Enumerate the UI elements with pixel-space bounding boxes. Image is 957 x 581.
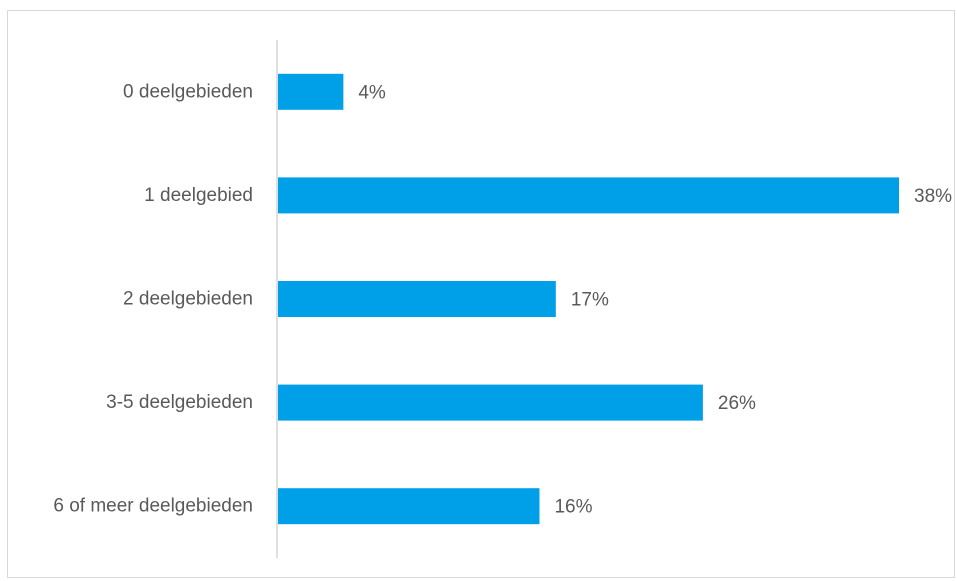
category-label: 1 deelgebied <box>144 185 253 206</box>
category-label: 2 deelgebieden <box>123 289 253 310</box>
data-label: 26% <box>718 393 756 414</box>
category-label: 6 of meer deelgebieden <box>53 496 253 517</box>
bar <box>278 177 899 214</box>
data-label: 16% <box>554 497 592 518</box>
category-labels-group: 0 deelgebieden 1 deelgebied 2 deelgebieden… <box>53 81 253 516</box>
category-label: 0 deelgebieden <box>123 81 253 102</box>
bar <box>278 73 344 110</box>
bar <box>278 281 556 317</box>
bar <box>278 384 703 421</box>
bar <box>278 488 540 525</box>
data-label: 4% <box>358 82 386 103</box>
value-labels-group: 4% 38% 17% 26% 16% <box>358 82 952 517</box>
data-label: 38% <box>914 186 952 207</box>
data-label: 17% <box>571 290 609 311</box>
category-label: 3-5 deelgebieden <box>106 392 253 413</box>
bars-group <box>278 73 899 525</box>
